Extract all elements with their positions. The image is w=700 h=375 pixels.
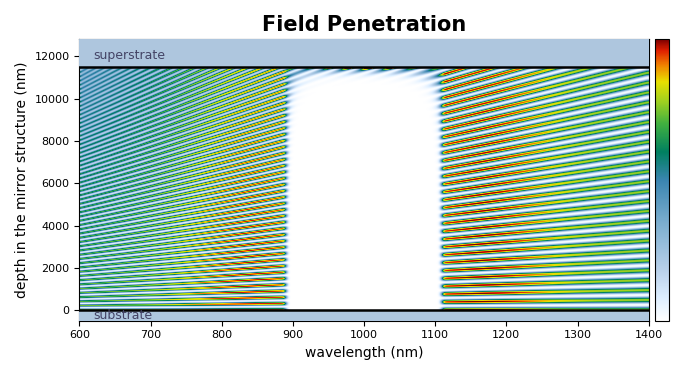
Text: substrate: substrate [94,309,153,322]
Bar [79,310,649,321]
Bar [79,39,649,67]
X-axis label: wavelength (nm): wavelength (nm) [304,346,424,360]
Y-axis label: depth in the mirror structure (nm): depth in the mirror structure (nm) [15,62,29,298]
Title: Field Penetration: Field Penetration [262,15,466,35]
Text: superstrate: superstrate [94,50,166,62]
